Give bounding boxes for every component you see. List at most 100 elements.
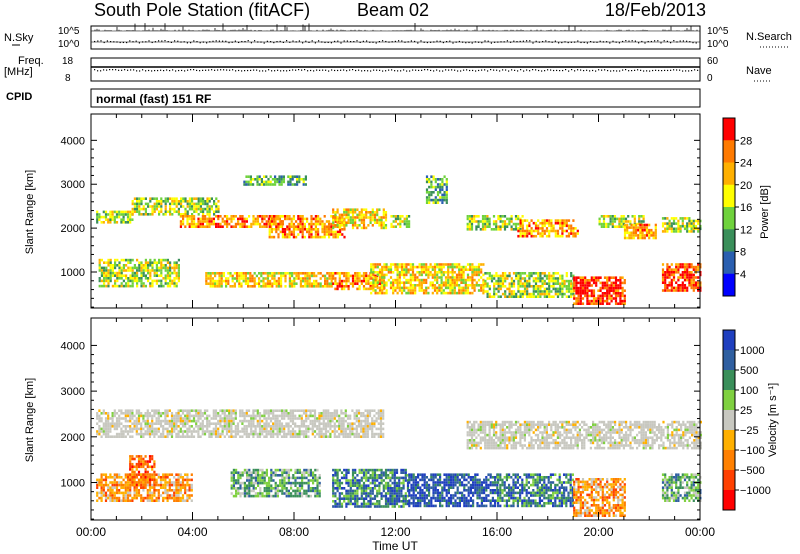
velocity-colorbar-tick: 25 [740,405,752,417]
nave-label: Nave [746,65,772,77]
power-echo-band [661,263,702,292]
power-echo-band [598,215,645,228]
freq-left-label-1: Freq. [18,55,44,67]
power-heatmap [96,175,702,305]
noise-left-label: N.Sky [4,32,34,44]
freq-right-tick-top: 60 [707,56,719,67]
power-x-ticks [90,114,701,308]
power-y-axis: 4000 3000 2000 1000 [61,135,700,308]
power-y-axis-label: Slant Range [km] [24,170,36,254]
power-colorbar-tick: 20 [740,180,752,192]
velocity-colorbar-swatch [723,390,735,411]
power-colorbar-tick: 16 [740,202,752,214]
power-panel: 4000 3000 2000 1000 Slant Range [km] 28 24 20… [24,113,771,309]
velocity-colorbar-tick: −500 [740,465,765,477]
x-tick-label: 00:00 [76,525,106,539]
x-tick-label: 12:00 [380,525,410,539]
power-echo-band [517,219,579,238]
x-tick-label: 04:00 [177,525,207,539]
velocity-colorbar-label: Velocity [m s⁻¹] [767,383,779,457]
velocity-y-axis: 4000 3000 2000 1000 [61,340,700,520]
velocity-colorbar-tick: −25 [740,425,759,437]
power-colorbar-swatch [723,118,735,141]
plot-title: South Pole Station (fitACF) [94,0,310,20]
power-echo-band [96,210,134,224]
power-colorbar-tick: 4 [740,269,746,281]
noise-panel-frame [90,25,701,50]
velocity-colorbar-swatch [723,430,735,451]
freq-left-tick-bottom: 8 [65,73,71,84]
power-echo-band [98,258,180,288]
x-tick-label: 00:00 [685,525,715,539]
power-echo-band [623,223,657,240]
power-y-tick-label: 2000 [61,223,85,235]
beam-label: Beam 02 [357,0,429,20]
cpid-frame [90,88,701,108]
freq-left-label-2: [MHz] [4,66,33,78]
noise-search-trace [94,40,697,44]
date-label: 18/Feb/2013 [605,0,706,20]
x-tick-label: 20:00 [583,525,613,539]
freq-panel: Freq. [MHz] 18 8 60 0 Nave [4,55,772,84]
noise-panel: N.Sky 10^5 10^0 10^5 10^0 N.Search [4,23,792,50]
freq-panel-frame [90,57,701,82]
nave-trace [94,69,699,72]
velocity-colorbar-tick: 1000 [740,345,764,357]
power-colorbar-swatch [723,140,735,163]
cpid-label: CPID [6,91,32,103]
power-echo-band [425,175,448,204]
power-echo-band [466,215,524,231]
velocity-colorbar-swatch [723,470,735,491]
velocity-y-tick-label: 3000 [61,386,85,398]
power-colorbar-swatch [723,184,735,208]
velocity-echo-band [661,473,702,502]
cpid-text: normal (fast) 151 RF [96,92,211,106]
power-colorbar-tick: 12 [740,224,752,236]
power-colorbar-label: Power [dB] [759,185,771,239]
power-echo-band [661,217,702,233]
velocity-y-axis-label: Slant Range [km] [24,378,36,462]
power-echo-band [573,276,626,305]
power-echo-band [131,197,220,216]
velocity-colorbar-swatch [723,330,735,351]
power-y-tick-label: 3000 [61,179,85,191]
noise-right-label: N.Search [746,31,792,43]
power-colorbar-swatch [723,162,735,186]
velocity-colorbar: 1000 500 100 25 −25 −100 −500 −1000 [722,329,771,511]
x-tick-label: 16:00 [482,525,512,539]
velocity-echo-band [96,409,385,438]
noise-sky-trace [92,23,698,31]
velocity-colorbar-tick: −1000 [740,485,771,497]
power-echo-band [332,208,388,230]
noise-left-tick-bottom: 10^0 [58,39,80,50]
power-colorbar-swatch [723,251,735,275]
velocity-colorbar-tick: 500 [740,365,758,377]
velocity-colorbar-swatch [723,490,735,511]
velocity-echo-band [408,473,499,508]
velocity-echo-band [573,478,626,517]
velocity-y-tick-label: 4000 [61,340,85,352]
x-axis-title: Time UT [372,539,418,553]
power-echo-band [179,215,284,228]
velocity-colorbar-swatch [723,410,735,431]
velocity-colorbar-tick: 100 [740,385,758,397]
freq-right-tick-bottom: 0 [707,73,713,84]
power-colorbar-swatch [723,229,735,252]
velocity-echo-band [466,420,702,450]
velocity-x-ticks [90,318,701,520]
power-y-tick-label: 4000 [61,135,85,147]
power-echo-band [484,272,575,298]
velocity-y-tick-label: 1000 [61,478,85,490]
power-colorbar: 28 24 20 16 12 8 4 [722,117,752,297]
noise-right-tick-bottom: 10^0 [707,39,729,50]
noise-right-tick-top: 10^5 [707,26,729,37]
velocity-heatmap [96,409,702,517]
velocity-colorbar-tick: −100 [740,445,765,457]
velocity-echo-band [230,468,321,498]
freq-left-tick-top: 18 [62,56,74,67]
velocity-colorbar-swatch [723,350,735,371]
power-colorbar-swatch [723,207,735,230]
velocity-echo-band [129,455,156,489]
velocity-echo-band [332,468,410,508]
velocity-panel: 4000 3000 2000 1000 Slant Range [km] 1000 50… [24,317,779,521]
